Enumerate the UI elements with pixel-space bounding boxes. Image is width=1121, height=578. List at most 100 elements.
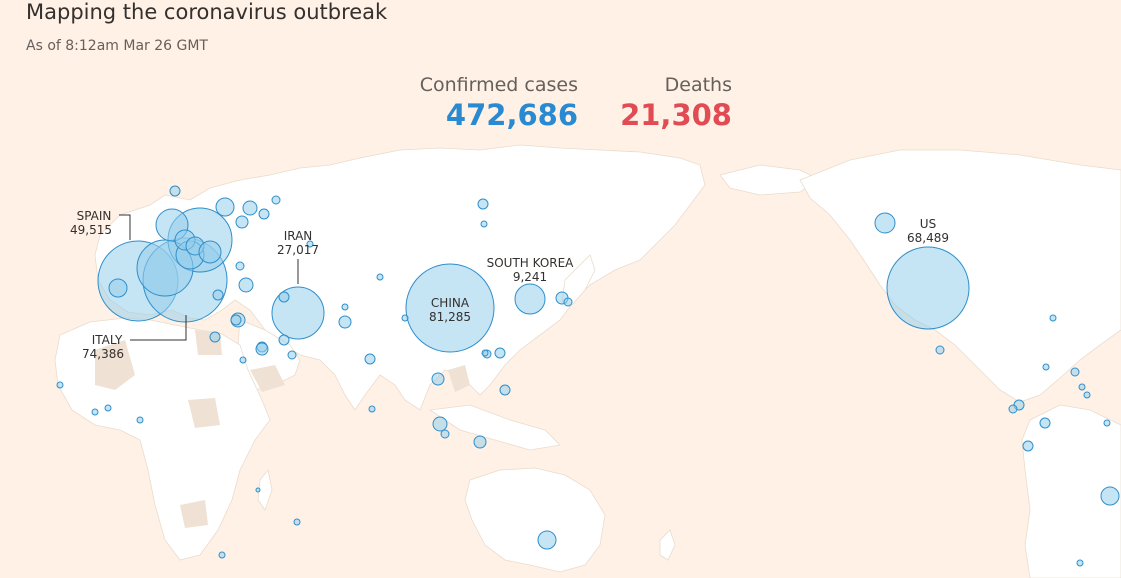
bubble-small-15[interactable] bbox=[1076, 559, 1084, 567]
bubble-small-8[interactable] bbox=[104, 404, 112, 412]
bubble-colombia[interactable] bbox=[1039, 417, 1051, 429]
callout-spain-name: SPAIN bbox=[77, 209, 112, 223]
australia-landmass bbox=[464, 467, 606, 573]
shaded-sudan bbox=[188, 398, 220, 428]
bubble-small-2[interactable] bbox=[255, 342, 269, 356]
bubble-small-22[interactable] bbox=[481, 349, 489, 357]
bubble-small-19[interactable] bbox=[306, 240, 314, 248]
bubble-small-10[interactable] bbox=[218, 551, 226, 559]
callout-us-value: 68,489 bbox=[907, 231, 949, 245]
bubble-china[interactable] bbox=[405, 263, 495, 353]
confirmed-cases-value: 472,686 bbox=[445, 98, 578, 132]
bubble-malaysia[interactable] bbox=[432, 416, 448, 432]
bubble-small-11[interactable] bbox=[293, 518, 301, 526]
confirmed-cases-label: Confirmed cases bbox=[419, 74, 578, 96]
bubble-small-3[interactable] bbox=[368, 405, 376, 413]
bubble-portugal[interactable] bbox=[108, 278, 128, 298]
se-asia-islands bbox=[428, 404, 561, 451]
bubble-small-4[interactable] bbox=[239, 356, 247, 364]
bubble-small-21[interactable] bbox=[401, 314, 409, 322]
bubble-india[interactable] bbox=[364, 353, 376, 365]
bubble-mexico[interactable] bbox=[935, 345, 945, 355]
bubble-philippines[interactable] bbox=[499, 384, 511, 396]
callout-italy-value: 74,386 bbox=[82, 347, 124, 361]
bubble-pr[interactable] bbox=[1042, 363, 1050, 371]
callout-iran-name: IRAN bbox=[284, 229, 313, 243]
callout-china: CHINA 81,285 bbox=[429, 296, 471, 324]
bubble-finland[interactable] bbox=[258, 208, 270, 220]
bubble-us[interactable] bbox=[886, 246, 970, 330]
callout-south-korea-value: 9,241 bbox=[513, 270, 547, 284]
shaded-angola bbox=[180, 500, 208, 528]
bubble-iraq[interactable] bbox=[278, 291, 290, 303]
callout-italy-name: ITALY bbox=[92, 333, 123, 347]
bubble-layer bbox=[56, 185, 1120, 567]
callout-spain-leader bbox=[119, 214, 131, 240]
bubble-ukraine-area[interactable] bbox=[235, 261, 245, 271]
bubble-small-18[interactable] bbox=[341, 303, 349, 311]
bubble-small-1[interactable] bbox=[230, 314, 242, 326]
callout-spain-value: 49,515 bbox=[70, 223, 112, 237]
bubble-small-6[interactable] bbox=[91, 408, 99, 416]
shaded-se-asia bbox=[448, 365, 470, 392]
bubble-norway[interactable] bbox=[215, 197, 235, 217]
bubble-russia[interactable] bbox=[271, 195, 281, 205]
callout-south-korea-name: SOUTH KOREA bbox=[487, 256, 575, 270]
bubble-singapore[interactable] bbox=[440, 429, 450, 439]
bubble-hong-kong[interactable] bbox=[494, 347, 506, 359]
callout-us-name: US bbox=[920, 217, 936, 231]
bubble-small-16[interactable] bbox=[1008, 404, 1018, 414]
callout-italy-leader bbox=[130, 315, 187, 341]
callout-china-value: 81,285 bbox=[429, 310, 471, 324]
bubble-austria[interactable] bbox=[198, 240, 222, 264]
shaded-saudi bbox=[250, 365, 285, 392]
bubble-small-12[interactable] bbox=[1049, 314, 1057, 322]
bubble-egypt[interactable] bbox=[209, 331, 221, 343]
bubble-small-20[interactable] bbox=[480, 220, 488, 228]
bubble-thailand[interactable] bbox=[431, 372, 445, 386]
callout-us: US 68,489 bbox=[907, 217, 949, 245]
bubble-sweden[interactable] bbox=[242, 200, 258, 216]
callout-china-name: CHINA bbox=[431, 296, 470, 310]
bubble-small-17[interactable] bbox=[376, 273, 384, 281]
callout-iran: IRAN 27,017 bbox=[277, 229, 319, 284]
bubble-small-5[interactable] bbox=[136, 416, 144, 424]
bubble-australia[interactable] bbox=[537, 530, 557, 550]
deaths-stat: Deaths 21,308 bbox=[620, 73, 732, 133]
bubble-turkey[interactable] bbox=[238, 277, 254, 293]
deaths-value: 21,308 bbox=[620, 98, 732, 132]
bubble-dr[interactable] bbox=[1078, 383, 1086, 391]
deaths-label: Deaths bbox=[664, 74, 732, 96]
page-title: Mapping the coronavirus outbreak bbox=[26, 0, 388, 24]
bubble-small-13[interactable] bbox=[1083, 391, 1091, 399]
bubble-iceland[interactable] bbox=[169, 185, 181, 197]
callout-iran-value: 27,017 bbox=[277, 243, 319, 257]
bubble-kazakhstan[interactable] bbox=[477, 198, 489, 210]
shaded-algeria bbox=[95, 340, 135, 390]
bubble-saudi[interactable] bbox=[278, 334, 290, 346]
bubble-brazil[interactable] bbox=[1100, 486, 1120, 506]
timestamp: As of 8:12am Mar 26 GMT bbox=[26, 38, 208, 54]
callout-south-korea: SOUTH KOREA 9,241 bbox=[487, 256, 575, 284]
bubble-small-7[interactable] bbox=[56, 381, 64, 389]
bubble-canada[interactable] bbox=[874, 212, 896, 234]
bubble-pakistan[interactable] bbox=[338, 315, 352, 329]
bubble-greece[interactable] bbox=[212, 289, 224, 301]
bubble-chile[interactable] bbox=[1070, 367, 1080, 377]
land-layer bbox=[54, 144, 1121, 578]
bubble-denmark[interactable] bbox=[235, 215, 249, 229]
bubble-qatar[interactable] bbox=[287, 350, 297, 360]
callout-italy: ITALY 74,386 bbox=[82, 315, 187, 361]
map-callouts: SPAIN 49,515 ITALY 74,386 IRAN 27,017 CH… bbox=[70, 209, 949, 361]
madagascar-landmass bbox=[257, 469, 273, 511]
bubble-small-9[interactable] bbox=[255, 487, 261, 493]
bubble-ecuador[interactable] bbox=[1022, 440, 1034, 452]
confirmed-cases-stat: Confirmed cases 472,686 bbox=[420, 73, 578, 133]
bubble-small-14[interactable] bbox=[1103, 419, 1111, 427]
bubble-japan-2[interactable] bbox=[563, 297, 573, 307]
bubble-indonesia[interactable] bbox=[473, 435, 487, 449]
callout-spain: SPAIN 49,515 bbox=[70, 209, 131, 240]
bubble-south-korea[interactable] bbox=[514, 283, 546, 315]
new-zealand-landmass bbox=[659, 529, 676, 561]
